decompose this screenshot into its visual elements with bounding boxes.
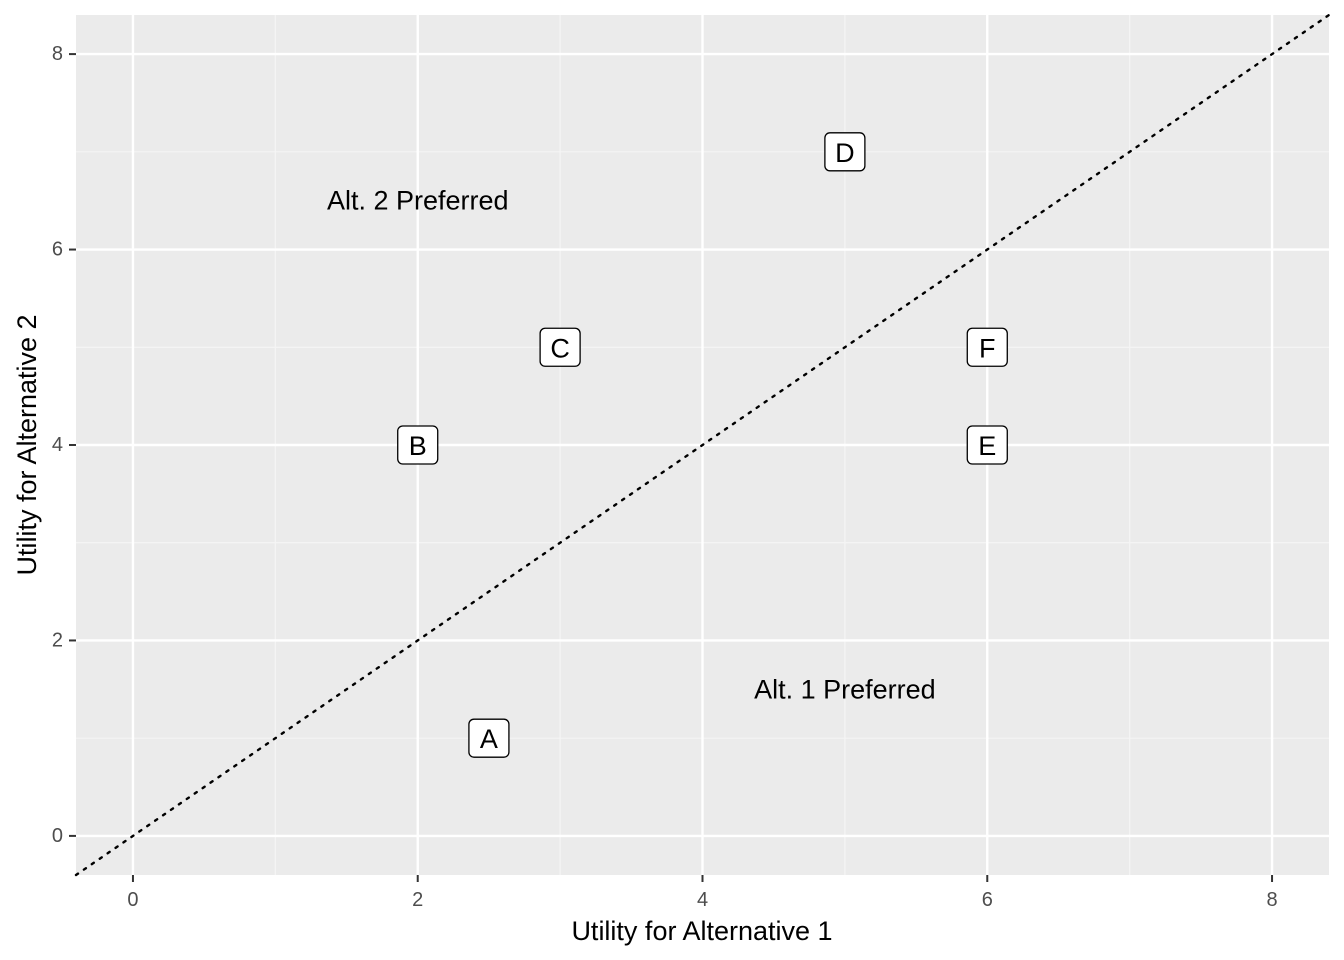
x-tick-label: 8: [1266, 889, 1277, 911]
region-annotations: Alt. 2 Preferred Alt. 1 Preferred: [327, 186, 936, 705]
point-labels: A B C D E F: [397, 132, 1008, 758]
point-label-box: [966, 327, 1008, 367]
y-tick-label: 8: [52, 43, 63, 65]
point-label-b: B: [409, 431, 427, 461]
point-label-f: F: [979, 333, 996, 363]
x-tick-label: 0: [127, 889, 138, 911]
point-label-d: D: [835, 138, 855, 168]
region-annotation: Alt. 1 Preferred: [754, 674, 936, 704]
y-tick-label: 2: [52, 629, 63, 651]
point-label-a: A: [480, 724, 498, 754]
y-tick-label: 0: [52, 825, 63, 847]
x-axis: 0 2 4 6 8: [127, 875, 1278, 911]
point-label-box: [966, 425, 1008, 465]
point-label-c: C: [550, 333, 570, 363]
point-label-box: [468, 718, 510, 758]
x-tick-label: 4: [697, 889, 708, 911]
y-tick-label: 6: [52, 239, 63, 261]
reference-line-y-equals-x: [74, 13, 1331, 877]
reference-line-group: [74, 13, 1331, 877]
point-label-box: [539, 327, 581, 367]
point-label-box: [397, 425, 439, 465]
x-axis-title: Utility for Alternative 1: [571, 916, 832, 946]
y-axis-title: Utility for Alternative 2: [12, 314, 42, 575]
y-tick-label: 4: [52, 434, 63, 456]
x-tick-label: 6: [982, 889, 993, 911]
point-label-box: [824, 132, 866, 172]
x-tick-label: 2: [412, 889, 423, 911]
point-label-e: E: [978, 431, 996, 461]
y-axis: 0 2 4 6 8: [52, 43, 76, 847]
region-annotation: Alt. 2 Preferred: [327, 186, 509, 216]
